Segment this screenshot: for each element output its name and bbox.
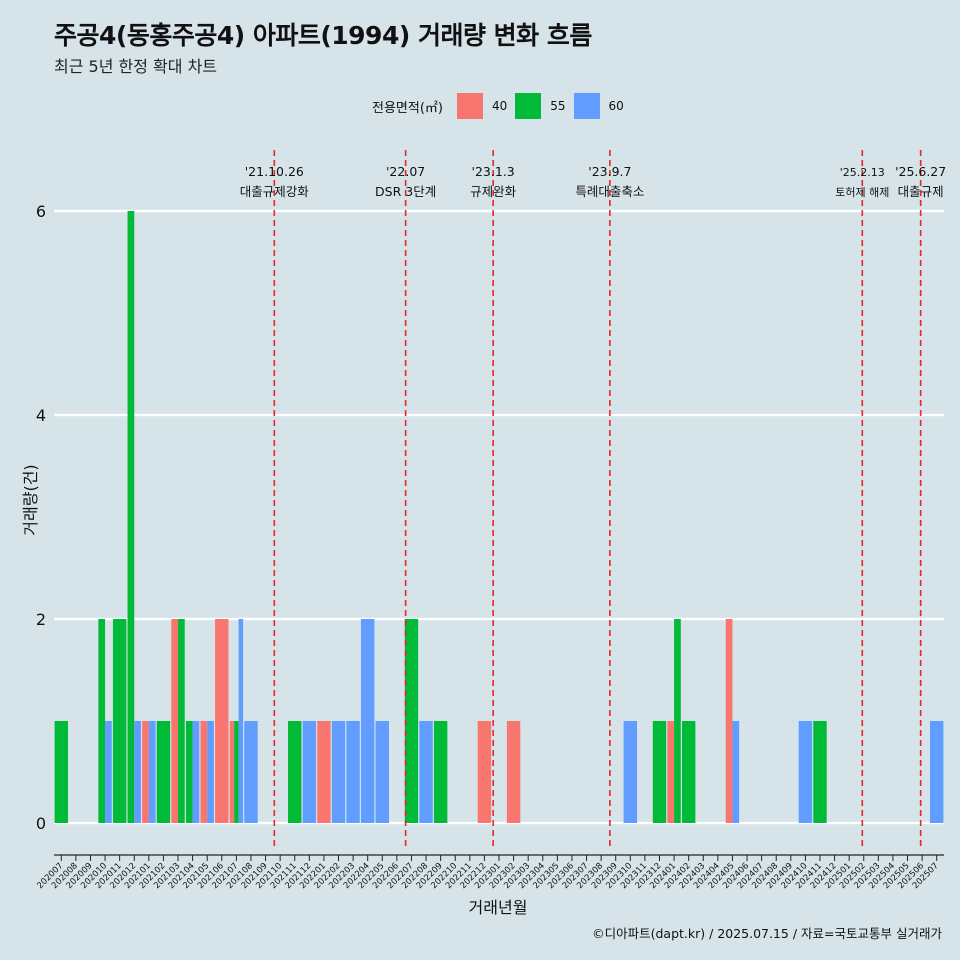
bar-202212-40 (477, 721, 492, 823)
event-date-4: '25.2.13 (840, 166, 885, 179)
y-tick-label-4: 4 (36, 406, 46, 425)
y-axis-label: 거래량(건) (21, 464, 40, 535)
y-tick-label-0: 0 (36, 814, 46, 833)
bar-202202-60 (331, 721, 346, 823)
event-lines: '21.10.26 대출규제강화 '22.07 DSR 3단계 '23.1.3 규제완화 '… (240, 150, 946, 850)
bar-202208-60 (419, 721, 433, 823)
bar-202401-40 (667, 721, 675, 823)
bar-202007-55 (54, 721, 69, 823)
legend-swatch-55 (515, 93, 542, 119)
bar-202310-60 (623, 721, 638, 823)
bars (54, 211, 944, 823)
bar-202411-55 (813, 721, 827, 823)
bar-202112-60 (302, 721, 317, 823)
y-tick-label-6: 6 (36, 202, 46, 221)
bar-202111-55 (288, 721, 302, 823)
event-label-3: 특례대출축소 (575, 184, 644, 199)
bar-202012-60 (134, 721, 141, 823)
bar-202204-60 (360, 619, 375, 823)
bar-202107-40 (229, 721, 235, 823)
bar-202201-40 (317, 721, 331, 823)
bar-202207-55 (404, 619, 419, 823)
bar-202102-55 (156, 721, 171, 823)
bar-202405-40 (725, 619, 733, 823)
bar-202107-55 (234, 721, 239, 823)
bar-202011-55 (112, 619, 127, 823)
bar-202010-60 (105, 721, 112, 823)
bar-202410-60 (798, 721, 813, 823)
legend-swatch-40 (456, 93, 483, 119)
legend: 전용면적(㎡) 40 55 60 (372, 93, 632, 119)
legend-item-60: 60 (573, 93, 624, 119)
y-tick-label-2: 2 (36, 610, 46, 629)
event-label-5: 대출규제 (898, 184, 944, 199)
bar-202105-60 (207, 721, 214, 823)
bar-202205-60 (375, 721, 389, 823)
legend-label-55: 55 (550, 99, 566, 113)
bar-202107-60 (238, 619, 244, 823)
bar-202312-55 (652, 721, 667, 823)
bar-202401-55 (674, 619, 681, 823)
event-label-2: 규제완화 (470, 184, 517, 199)
bar-202106-40 (215, 619, 229, 823)
bar-202101-60 (148, 721, 156, 823)
event-date-0: '21.10.26 (245, 164, 304, 179)
bar-202103-40 (171, 619, 179, 823)
source-caption: ©디아파트(dapt.kr) / 2025.07.15 / 자료=국토교통부 실… (592, 926, 942, 941)
event-date-5: '25.6.27 (895, 164, 946, 179)
bar-202101-40 (142, 721, 149, 823)
chart-title: 주공4(동홍주공4) 아파트(1994) 거래량 변화 흐름 (54, 21, 592, 50)
bar-202104-60 (192, 721, 200, 823)
legend-swatch-60 (573, 93, 600, 119)
bar-202203-60 (346, 721, 360, 823)
legend-item-55: 55 (515, 93, 566, 119)
bar-202507-60 (929, 721, 944, 823)
legend-label-60: 60 (608, 99, 624, 113)
event-label-0: 대출규제강화 (240, 184, 310, 199)
bar-202302-40 (506, 721, 521, 823)
event-date-3: '23.9.7 (588, 164, 631, 179)
legend-label-40: 40 (491, 99, 508, 113)
event-label-4: 토허제 해제 (835, 185, 889, 199)
bar-202104-55 (185, 721, 193, 823)
bar-202108-60 (244, 721, 258, 823)
chart-subtitle: 최근 5년 한정 확대 차트 (54, 57, 218, 76)
bar-202103-55 (178, 619, 185, 823)
bar-202105-40 (200, 721, 208, 823)
x-axis-label: 거래년월 (469, 898, 528, 917)
bar-202405-60 (732, 721, 740, 823)
bar-202012-55 (127, 211, 135, 823)
bar-202010-55 (98, 619, 106, 823)
event-label-1: DSR 3단계 (375, 184, 436, 199)
legend-title: 전용면적(㎡) (372, 100, 443, 116)
event-date-2: '23.1.3 (472, 164, 515, 179)
legend-item-40: 40 (456, 93, 508, 119)
event-date-1: '22.07 (386, 164, 425, 179)
bar-202209-55 (433, 721, 448, 823)
bar-202402-55 (681, 721, 696, 823)
